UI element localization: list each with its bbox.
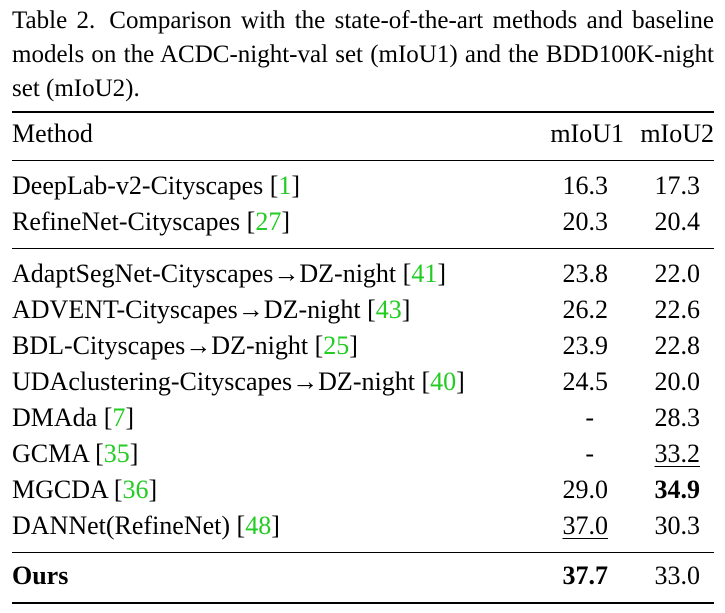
method-name: ADVENT-Cityscapes→DZ-night [43]	[12, 295, 411, 324]
citation-link[interactable]: 40	[430, 367, 457, 396]
citation-link[interactable]: 1	[278, 171, 292, 200]
citation-link[interactable]: 43	[375, 295, 402, 324]
miou1-value-second-best: 37.0	[562, 511, 609, 540]
table-row: ADVENT-Cityscapes→DZ-night [43] 26.2 22.…	[12, 292, 714, 328]
table-row: DANNet(RefineNet) [48] 37.0 30.3	[12, 508, 714, 544]
miou2-value: 22.8	[654, 331, 701, 360]
citation-link[interactable]: 48	[245, 511, 272, 540]
citation-link[interactable]: 41	[411, 259, 438, 288]
miou2-value: 22.0	[654, 259, 701, 288]
table-row: MGCDA [36] 29.0 34.9	[12, 472, 714, 508]
method-name: DMAda [7]	[12, 403, 135, 432]
method-name: MGCDA [36]	[12, 475, 158, 504]
miou2-value: 22.6	[654, 295, 701, 324]
miou1-value: 29.0	[562, 475, 609, 504]
method-name: RefineNet-Cityscapes [27]	[12, 207, 290, 236]
miou1-value: 16.3	[562, 171, 609, 200]
citation-link[interactable]: 35	[103, 439, 130, 468]
method-name: Ours	[12, 561, 69, 590]
method-name: GCMA [35]	[12, 439, 139, 468]
top-rule	[12, 111, 714, 113]
method-name: UDAclustering-Cityscapes→DZ-night [40]	[12, 367, 465, 396]
method-name: BDL-Cityscapes→DZ-night [25]	[12, 331, 358, 360]
citation-link[interactable]: 25	[323, 331, 350, 360]
table-row: AdaptSegNet-Cityscapes→DZ-night [41] 23.…	[12, 256, 714, 292]
table-row: BDL-Cityscapes→DZ-night [25] 23.9 22.8	[12, 328, 714, 364]
table-row: DMAda [7] - 28.3	[12, 400, 714, 436]
table-row-ours: Ours 37.7 33.0	[12, 558, 714, 594]
table-caption: Table 2. Comparison with the state-of-the…	[12, 4, 714, 106]
method-name: DeepLab-v2-Cityscapes [1]	[12, 171, 301, 200]
miou2-value: 17.3	[654, 171, 701, 200]
table-row: DeepLab-v2-Cityscapes [1] 16.3 17.3	[12, 168, 714, 204]
miou1-value: 20.3	[562, 207, 609, 236]
miou1-value: -	[585, 403, 594, 432]
header-rule	[12, 160, 714, 161]
table-row: RefineNet-Cityscapes [27] 20.3 20.4	[12, 204, 714, 240]
miou1-value: -	[585, 439, 594, 468]
miou2-value: 20.0	[654, 367, 701, 396]
miou1-value: 26.2	[562, 295, 609, 324]
group-rule	[12, 248, 714, 249]
header-miou2: mIoU2	[640, 119, 714, 148]
table-row: GCMA [35] - 33.2	[12, 436, 714, 472]
miou2-value: 33.0	[654, 561, 701, 590]
citation-link[interactable]: 36	[122, 475, 149, 504]
table-row: UDAclustering-Cityscapes→DZ-night [40] 2…	[12, 364, 714, 400]
miou1-value: 23.8	[562, 259, 609, 288]
miou1-value-best: 37.7	[562, 561, 609, 590]
header-method: Method	[12, 119, 93, 148]
method-name: DANNet(RefineNet) [48]	[12, 511, 280, 540]
group-rule	[12, 552, 714, 553]
method-name: AdaptSegNet-Cityscapes→DZ-night [41]	[12, 259, 446, 288]
miou2-value-second-best: 33.2	[654, 439, 701, 468]
citation-link[interactable]: 27	[255, 207, 282, 236]
miou2-value: 30.3	[654, 511, 701, 540]
miou1-value: 23.9	[562, 331, 609, 360]
miou1-value: 24.5	[562, 367, 609, 396]
table-header: Method mIoU1 mIoU2	[12, 116, 714, 152]
caption-text: Comparison with the state-of-the-art met…	[12, 7, 714, 102]
caption-label: Table 2.	[12, 7, 96, 34]
miou2-value: 28.3	[654, 403, 701, 432]
miou2-value-best: 34.9	[654, 475, 701, 504]
bottom-rule	[12, 602, 714, 604]
citation-link[interactable]: 7	[112, 403, 126, 432]
miou2-value: 20.4	[654, 207, 701, 236]
header-miou1: mIoU1	[550, 119, 624, 148]
